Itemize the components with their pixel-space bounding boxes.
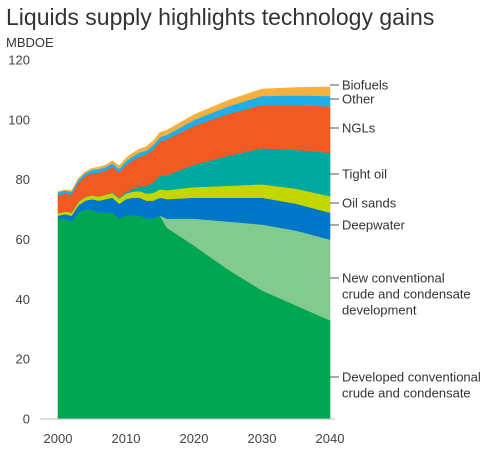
series-label-new-conventional-crude-and-condensate-development: development: [342, 303, 417, 318]
series-label-deepwater: Deepwater: [342, 218, 406, 233]
series-label-developed-conventional-crude-and-condensate: crude and condensate: [342, 386, 471, 401]
chart-title: Liquids supply highlights technology gai…: [6, 4, 434, 30]
series-label-oil-sands: Oil sands: [342, 196, 397, 211]
y-tick-label: 60: [16, 232, 30, 247]
series-label-ngls: NGLs: [342, 121, 376, 136]
series-label-biofuels: Biofuels: [342, 78, 389, 93]
x-tick-label: 2030: [248, 431, 277, 446]
y-tick-label: 80: [16, 172, 30, 187]
series-label-tight-oil: Tight oil: [342, 167, 387, 182]
x-axis-ticks: 2000 2010 2020 2030 2040: [44, 431, 345, 446]
y-tick-label: 20: [16, 352, 30, 367]
stacked-areas: [57, 86, 331, 420]
y-axis-ticks: 0 20 40 60 80 100 120: [8, 53, 30, 427]
y-axis-unit: MBDOE: [6, 35, 54, 50]
series-label-new-conventional-crude-and-condensate-development: New conventional: [342, 271, 445, 286]
x-tick-label: 2020: [180, 431, 209, 446]
y-tick-label: 120: [8, 53, 30, 68]
series-label-other: Other: [342, 92, 375, 107]
area-biofuels: [57, 86, 331, 193]
x-tick-label: 2040: [316, 431, 345, 446]
series-label-new-conventional-crude-and-condensate-development: crude and condensate: [342, 287, 471, 302]
x-tick-label: 2010: [112, 431, 141, 446]
series-label-developed-conventional-crude-and-condensate: Developed conventional: [342, 370, 481, 385]
y-tick-label: 100: [8, 112, 30, 127]
x-tick-label: 2000: [44, 431, 73, 446]
y-tick-label: 0: [23, 412, 30, 427]
y-tick-label: 40: [16, 292, 30, 307]
